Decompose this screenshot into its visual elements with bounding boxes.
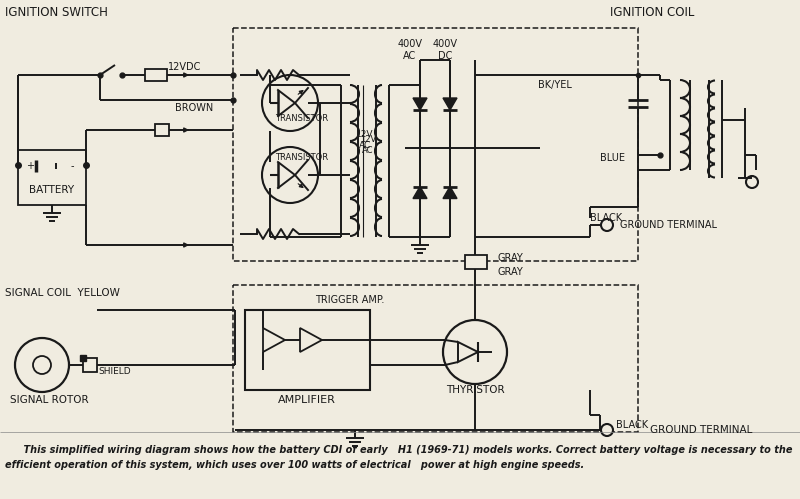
Text: IGNITION SWITCH: IGNITION SWITCH (5, 5, 108, 18)
Text: SHIELD: SHIELD (98, 367, 130, 377)
Text: SIGNAL ROTOR: SIGNAL ROTOR (10, 395, 89, 405)
Circle shape (601, 424, 613, 436)
Text: GROUND TERMINAL: GROUND TERMINAL (620, 220, 717, 230)
Text: This simplified wiring diagram shows how the battery CDI of early   H1 (1969-71): This simplified wiring diagram shows how… (10, 445, 793, 455)
Text: +: + (26, 161, 34, 171)
Text: BK/YEL: BK/YEL (538, 80, 572, 90)
Circle shape (443, 320, 507, 384)
Text: BLUE: BLUE (600, 153, 625, 163)
Bar (83, 358, 97, 372)
Text: efficient operation of this system, which uses over 100 watts of electrical   po: efficient operation of this system, whic… (5, 460, 584, 470)
Text: 400V
AC: 400V AC (398, 39, 422, 61)
Polygon shape (443, 98, 457, 110)
Bar (465, 255, 487, 269)
Text: BLACK: BLACK (590, 213, 622, 223)
Text: TRANSISTOR: TRANSISTOR (275, 153, 329, 162)
Polygon shape (443, 187, 457, 199)
Circle shape (746, 176, 758, 188)
Text: AMPLIFIER: AMPLIFIER (278, 395, 336, 405)
Text: 12V
AC: 12V AC (360, 135, 376, 155)
Bar (233, 28, 638, 261)
Text: IGNITION COIL: IGNITION COIL (610, 5, 694, 18)
Text: BATTERY: BATTERY (30, 185, 74, 195)
Text: SIGNAL COIL  YELLOW: SIGNAL COIL YELLOW (5, 288, 120, 298)
Text: BROWN: BROWN (175, 103, 214, 113)
Text: TRANSISTOR: TRANSISTOR (275, 113, 329, 122)
Circle shape (33, 356, 51, 374)
Bar (145, 69, 167, 81)
Text: GRAY: GRAY (497, 267, 522, 277)
Circle shape (15, 338, 69, 392)
Text: -: - (70, 161, 74, 171)
Text: 12V
AC: 12V AC (356, 130, 374, 150)
Circle shape (601, 219, 613, 231)
Bar (155, 124, 169, 136)
Polygon shape (413, 187, 427, 199)
Circle shape (262, 147, 318, 203)
Text: THYRISTOR: THYRISTOR (446, 385, 504, 395)
Bar (18, 150, 86, 205)
Polygon shape (413, 98, 427, 110)
Text: BLACK: BLACK (616, 420, 648, 430)
Text: 400V
DC: 400V DC (433, 39, 458, 61)
Circle shape (262, 75, 318, 131)
Bar (233, 285, 638, 432)
Text: GROUND TERMINAL: GROUND TERMINAL (650, 425, 752, 435)
Text: 12VDC: 12VDC (168, 62, 202, 72)
Text: TRIGGER AMP.: TRIGGER AMP. (315, 295, 385, 305)
Bar (245, 310, 370, 390)
Text: GRAY: GRAY (497, 253, 522, 263)
